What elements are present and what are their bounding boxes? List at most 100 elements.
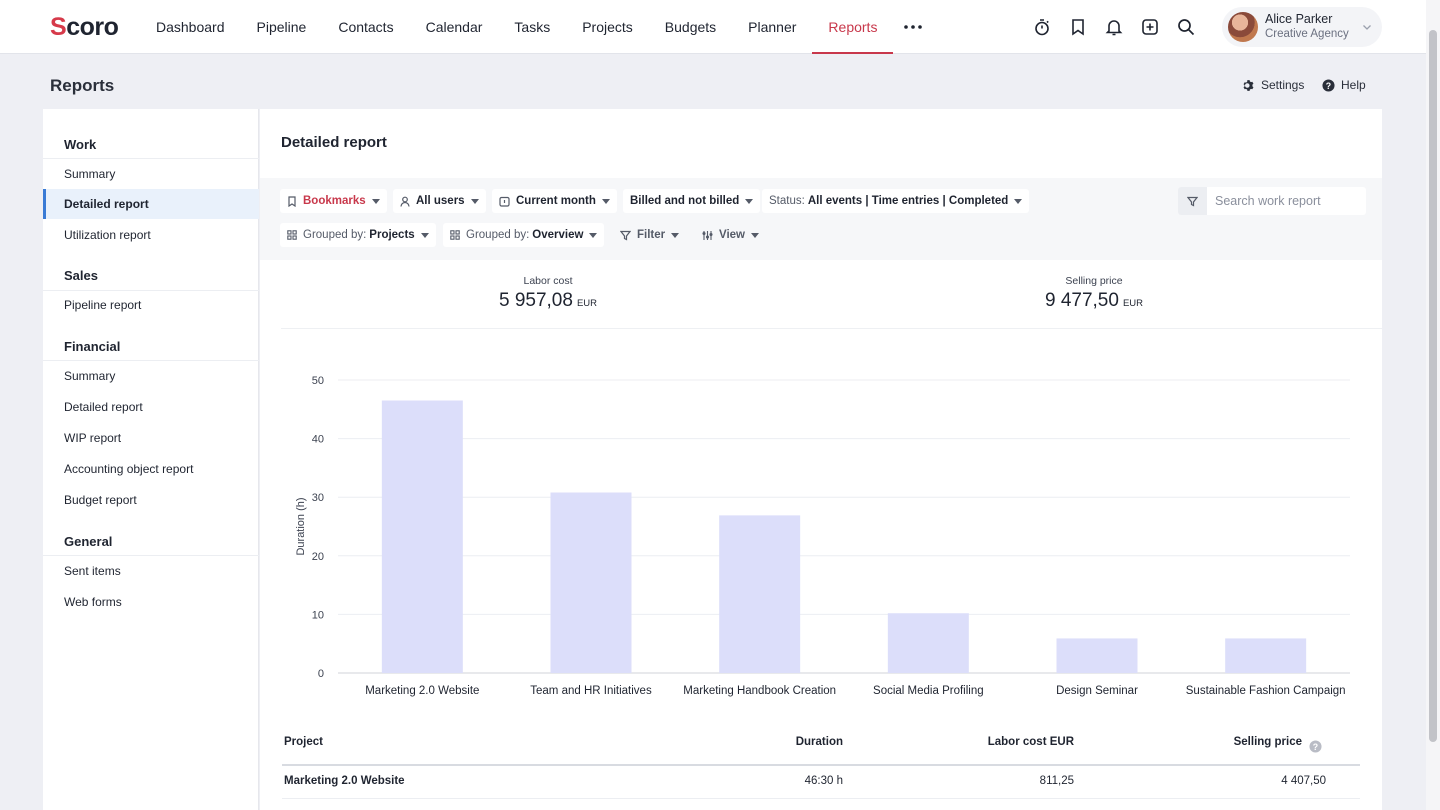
sidebar-group-general: General [64, 534, 113, 549]
nav-dashboard[interactable]: Dashboard [156, 19, 225, 35]
cell-project[interactable]: Marketing 2.0 Website [284, 775, 405, 787]
group-icon [450, 230, 460, 240]
avatar [1228, 12, 1258, 42]
sidebar-group-sales: Sales [64, 268, 98, 283]
y-axis-label: Duration (h) [295, 497, 307, 555]
kpi-label: Selling price [1065, 275, 1123, 287]
timer-icon[interactable] [1030, 15, 1054, 39]
users-dropdown[interactable]: All users [393, 189, 486, 213]
caret-down-icon [420, 232, 429, 238]
help-link[interactable]: ? Help [1322, 78, 1366, 92]
divider [43, 290, 259, 291]
nav-planner[interactable]: Planner [748, 19, 797, 35]
sidebar-item-utilization-report[interactable]: Utilization report [64, 228, 151, 242]
caret-down-icon [589, 232, 598, 238]
kpi-value: 9 477,50 EUR [944, 290, 1244, 312]
help-icon[interactable]: ? [1309, 740, 1322, 753]
group-icon [287, 230, 297, 240]
x-tick-label: Design Seminar [1056, 685, 1138, 697]
nav-projects[interactable]: Projects [582, 19, 633, 35]
caret-down-icon [371, 198, 380, 204]
sidebar-item-budget-report[interactable]: Budget report [64, 493, 137, 507]
user-name: Alice Parker [1265, 12, 1333, 26]
x-tick-label: Social Media Profiling [873, 685, 984, 697]
sidebar-item-wip-report[interactable]: WIP report [64, 431, 122, 445]
nav-reports[interactable]: Reports [812, 0, 894, 54]
sidebar-group-financial: Financial [64, 339, 121, 354]
grouped-by-value: Projects [369, 229, 415, 241]
kpi-amount: 5 957,08 [498, 290, 573, 311]
search-input[interactable] [1215, 188, 1365, 214]
x-tick-label: Marketing 2.0 Website [365, 685, 479, 697]
report-title: Detailed report [281, 134, 387, 151]
view-label: View [719, 229, 745, 241]
bar-2 [550, 492, 632, 673]
kpi-selling-price: Selling price 9 477,50 EUR [944, 275, 1244, 312]
view-dropdown[interactable]: View [695, 223, 766, 247]
cell-selling-price: 4 407,50 [1281, 775, 1326, 787]
funnel-icon [620, 230, 631, 241]
search-icon[interactable] [1174, 15, 1198, 39]
sidebar-item-detailed-report[interactable]: Detailed report [43, 189, 259, 219]
sidebar-item-work-summary[interactable]: Summary [64, 167, 116, 181]
divider [43, 555, 259, 556]
bar-1 [381, 400, 463, 673]
filter-dropdown[interactable]: Filter [613, 223, 686, 247]
bar-6 [1225, 638, 1307, 673]
user-organization: Creative Agency [1265, 28, 1349, 40]
kpi-amount: 9 477,50 [1044, 290, 1119, 311]
bookmarks-dropdown[interactable]: Bookmarks [280, 189, 387, 213]
divider [282, 798, 1360, 799]
sidebar-item-pipeline-report[interactable]: Pipeline report [64, 298, 142, 312]
period-dropdown[interactable]: Current month [492, 189, 617, 213]
y-tick-label: 20 [312, 551, 324, 563]
bookmark-icon[interactable] [1066, 15, 1090, 39]
filter-toggle-button[interactable] [1178, 187, 1207, 215]
y-tick-label: 50 [312, 375, 324, 387]
nav-calendar[interactable]: Calendar [425, 19, 483, 35]
scrollbar-thumb[interactable] [1429, 30, 1437, 742]
kpi-value: 5 957,08 EUR [398, 290, 698, 312]
nav-budgets[interactable]: Budgets [664, 19, 717, 35]
sidebar-item-sent-items[interactable]: Sent items [64, 564, 121, 578]
settings-link[interactable]: Settings [1242, 78, 1304, 92]
column-header-project[interactable]: Project [284, 736, 323, 748]
divider [282, 764, 1360, 766]
grouped-by-label: Grouped by: [466, 229, 530, 241]
more-icon[interactable] [893, 0, 933, 54]
kpi-labor-cost: Labor cost 5 957,08 EUR [398, 275, 698, 312]
bell-icon[interactable] [1102, 15, 1126, 39]
gear-icon [1243, 79, 1254, 91]
column-header-labor-cost[interactable]: Labor cost EUR [987, 736, 1074, 748]
caret-down-icon [1014, 198, 1023, 204]
page-title: Reports [50, 76, 115, 95]
column-header-selling-price[interactable]: Selling price [1233, 736, 1302, 748]
sidebar-item-accounting-object-report[interactable]: Accounting object report [64, 462, 194, 476]
sidebar-group-work: Work [64, 137, 97, 152]
grouped-by-projects-dropdown[interactable]: Grouped by: Projects [280, 223, 436, 247]
bookmark-icon [287, 195, 297, 207]
help-icon: ? [1322, 78, 1335, 92]
column-header-duration[interactable]: Duration [795, 736, 843, 748]
svg-text:?: ? [1326, 80, 1331, 90]
nav-tasks[interactable]: Tasks [514, 19, 551, 35]
sidebar-item-financial-summary[interactable]: Summary [64, 369, 116, 383]
sidebar-item-financial-detailed-report[interactable]: Detailed report [64, 400, 143, 414]
nav-contacts[interactable]: Contacts [338, 19, 394, 35]
caret-down-icon [601, 198, 610, 204]
nav-pipeline[interactable]: Pipeline [256, 19, 307, 35]
sidebar-item-web-forms[interactable]: Web forms [64, 595, 122, 609]
billing-dropdown[interactable]: Billed and not billed [623, 189, 761, 213]
period-value: Current month [516, 195, 596, 207]
status-dropdown[interactable]: Status: All events | Time entries | Comp… [762, 189, 1030, 213]
caret-down-icon [745, 198, 754, 204]
billing-value: Billed and not billed [630, 195, 740, 207]
add-icon[interactable] [1138, 15, 1162, 39]
user-menu[interactable]: Alice Parker Creative Agency [1222, 7, 1382, 47]
bar-3 [719, 515, 801, 673]
caret-down-icon [470, 198, 479, 204]
grouped-by-overview-dropdown[interactable]: Grouped by: Overview [443, 223, 605, 247]
status-value: All events | Time entries | Completed [807, 195, 1009, 207]
